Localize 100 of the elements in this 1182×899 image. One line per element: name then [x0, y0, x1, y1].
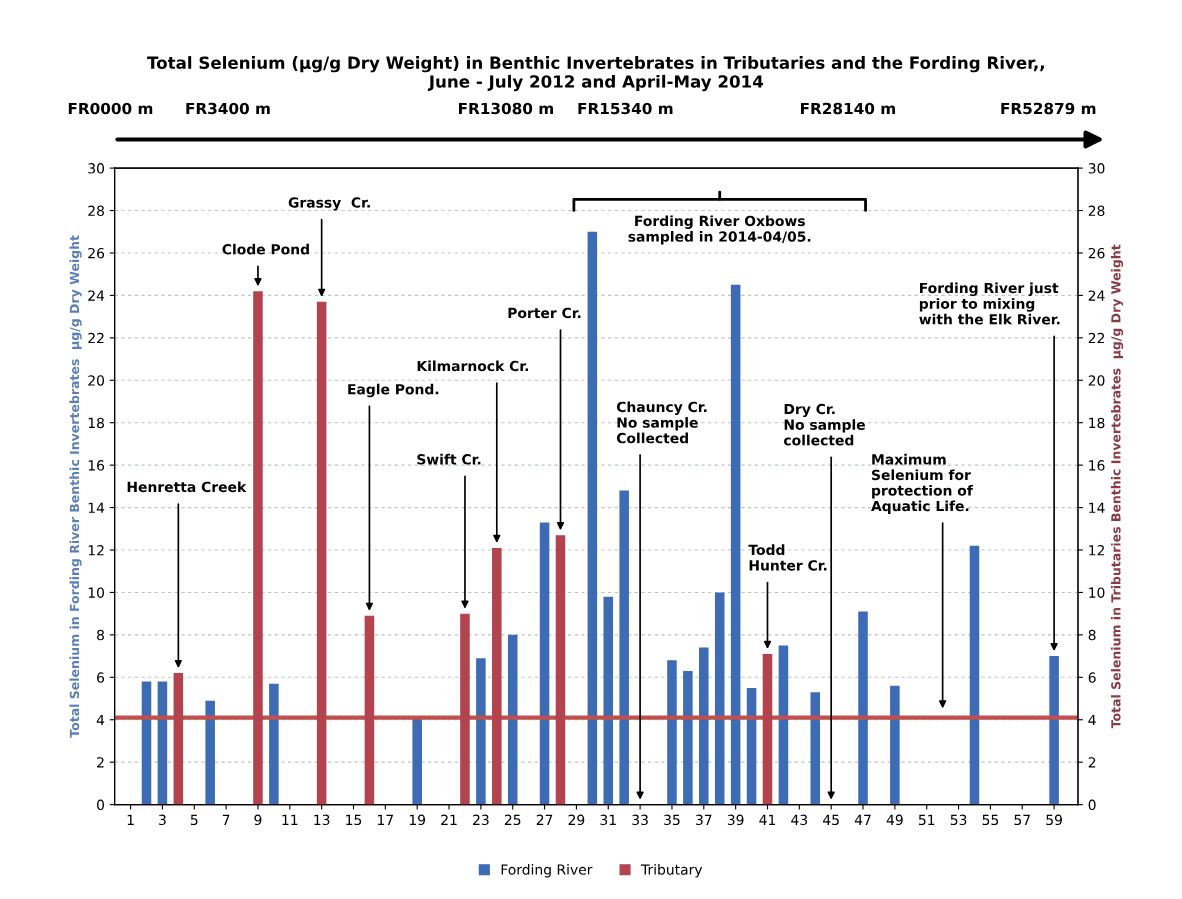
bar [316, 301, 327, 805]
y-tick-label: 14 [88, 502, 105, 513]
x-tick-label: 31 [600, 814, 616, 826]
bar [683, 670, 693, 805]
x-tick-label: 35 [664, 814, 680, 826]
annotation: Fording River Oxbows sampled in 2014-04/05. [628, 215, 811, 245]
annotation: Dry Cr. No sample collected [784, 403, 865, 446]
y-tick-label: 6 [97, 672, 105, 683]
x-tick-label: 13 [314, 814, 330, 826]
bar [412, 717, 422, 805]
x-tick-label: 59 [1046, 814, 1062, 826]
x-tick-label: 27 [536, 814, 553, 825]
bar [858, 611, 868, 805]
bar [890, 685, 900, 805]
x-tick-label: 7 [222, 814, 230, 825]
x-tick-label: 53 [950, 814, 967, 826]
x-tick-label: 3 [159, 814, 166, 826]
bar [205, 700, 215, 805]
annotation: Chauncy Cr. No sample Collected [616, 401, 707, 444]
x-tick-label: 55 [982, 814, 999, 826]
x-tick-label: 9 [254, 814, 262, 826]
bar [714, 592, 725, 805]
annotation: Todd Hunter Cr. [748, 544, 827, 571]
text: FR28140 m [800, 102, 895, 115]
x-tick-label: 45 [823, 814, 839, 826]
x-tick-label: 47 [854, 814, 871, 825]
x-tick-label: 19 [409, 814, 426, 826]
bar [969, 545, 980, 805]
text: FR15340 m [578, 102, 673, 115]
x-tick-label: 25 [504, 814, 521, 826]
bar [476, 658, 486, 805]
text: FR13080 m [459, 102, 553, 115]
y2-tick-label: 16 [1089, 460, 1105, 471]
bar [157, 681, 168, 805]
bar [603, 596, 614, 805]
x-tick-label: 23 [473, 814, 489, 826]
y-tick-label: 24 [88, 290, 105, 301]
bar [364, 615, 375, 805]
bar [778, 645, 789, 805]
chart-title: Total Selenium (µg/g Dry Weight) in Benthic Invertebrates in Tributaries and the Fording River,, June - July 2012 and April-May 2014 [147, 56, 1044, 92]
y2-tick-label: 30 [1088, 163, 1105, 174]
y-tick-label: 20 [88, 375, 105, 386]
y2-tick-label: 2 [1088, 757, 1096, 768]
y-tick-label: 10 [88, 587, 105, 598]
text: FR52879 m [1001, 102, 1096, 115]
bar [746, 687, 757, 805]
x-tick-label: 11 [282, 814, 298, 825]
y2-tick-label: 8 [1088, 629, 1096, 641]
y2-tick-label: 20 [1088, 375, 1105, 386]
y-tick-label: 4 [96, 714, 105, 726]
y2-tick-label: 12 [1089, 544, 1104, 556]
bar [539, 522, 550, 805]
bar [619, 490, 629, 805]
legend-label: Fording River [501, 864, 593, 878]
x-tick-label: 1 [127, 814, 134, 825]
bar [587, 231, 598, 805]
x-tick-label: 29 [568, 814, 585, 826]
y-tick-label: 2 [97, 757, 104, 768]
y2-tick-label: 4 [1088, 714, 1096, 726]
annotation: Maximum Selenium for protection of Aquatic Life. [871, 453, 973, 514]
y-tick-label: 8 [97, 629, 104, 641]
y2-tick-label: 28 [1088, 205, 1105, 217]
annotation: Grassy Cr. [288, 197, 370, 211]
y-tick-label: 28 [88, 205, 104, 217]
y-tick-label: 22 [88, 332, 104, 344]
annotation: Eagle Pond. [348, 383, 439, 398]
text: FR3400 m [186, 102, 270, 115]
y-tick-label: 30 [88, 163, 105, 174]
x-tick-label: 33 [632, 814, 648, 826]
bar [507, 634, 518, 805]
bar [699, 647, 709, 805]
annotation: Porter Cr. [508, 307, 581, 319]
y2-tick-label: 10 [1089, 587, 1105, 598]
x-tick-label: 39 [727, 814, 744, 826]
bar [269, 683, 279, 805]
y-tick-label: 0 [97, 799, 105, 811]
bar [173, 673, 184, 805]
y-axis-title: Total Selenium in Fording River Benthic Invertebrates µg/g Dry Weight [69, 235, 82, 738]
y-tick-label: 16 [88, 460, 105, 471]
y-tick-label: 18 [88, 417, 104, 429]
x-tick-label: 17 [378, 814, 393, 825]
x-tick-label: 49 [886, 814, 903, 826]
x-tick-label: 5 [190, 814, 198, 826]
y2-tick-label: 26 [1088, 247, 1105, 259]
y2-tick-label: 24 [1088, 290, 1105, 301]
bar [762, 653, 773, 805]
x-tick-label: 21 [441, 814, 457, 825]
annotation: Fording River just prior to mixing with the Elk River. [919, 282, 1060, 325]
legend-label: Tributary [641, 864, 703, 878]
bar [555, 535, 566, 805]
annotation: Kilmarnock Cr. [417, 360, 529, 372]
text: FR0000 m [68, 102, 153, 115]
y-tick-label: 12 [88, 544, 104, 556]
x-tick-label: 51 [918, 814, 935, 826]
y2-axis-title: Total Selenium in Tributaries Benthic Invertebrates µg/g Dry Weight [1110, 244, 1124, 729]
annotation: Swift Cr. [417, 453, 481, 465]
bar [141, 681, 152, 805]
x-tick-label: 57 [1014, 814, 1030, 826]
x-tick-label: 15 [346, 814, 362, 826]
x-tick-label: 43 [791, 814, 808, 826]
